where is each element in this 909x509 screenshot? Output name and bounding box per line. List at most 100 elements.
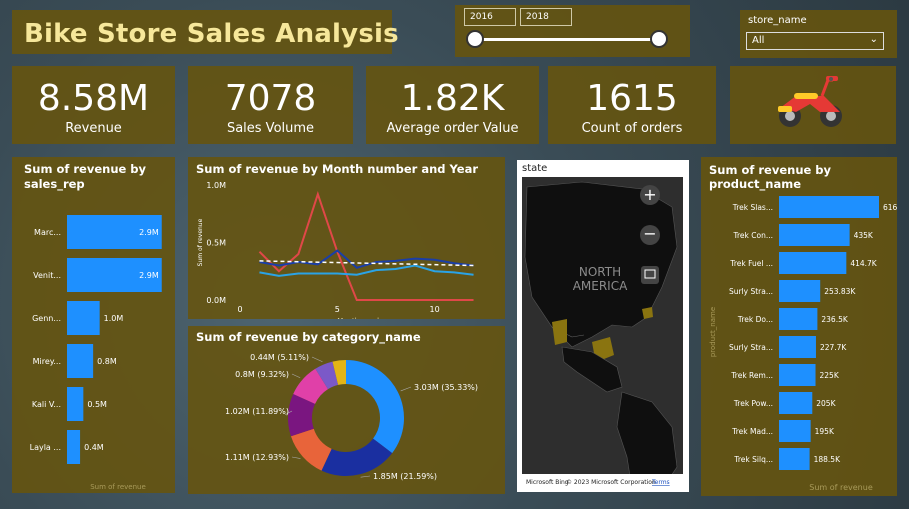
state-highlight[interactable] xyxy=(592,337,614,359)
y-axis-label: Sum of revenue xyxy=(197,218,204,266)
category-label: Trek Fuel ... xyxy=(729,259,773,268)
y-tick-label: 0.0M xyxy=(206,296,226,305)
title-panel: Bike Store Sales Analysis xyxy=(12,10,399,54)
kpi-label: Count of orders xyxy=(581,121,683,136)
kpi-value: 7078 xyxy=(224,78,317,119)
svg-text:−: − xyxy=(643,224,656,243)
kpi-sales-volume: 7078 Sales Volume xyxy=(188,66,353,144)
bar xyxy=(779,224,850,246)
zoom-in-icon[interactable] xyxy=(640,185,660,205)
kpi-value: 1.82K xyxy=(400,78,505,119)
bar xyxy=(67,258,162,292)
bar xyxy=(779,280,821,302)
slice-label: 0.8M (9.32%) xyxy=(235,370,289,379)
category-label: Surly Stra... xyxy=(729,287,773,296)
year-slider-end-handle[interactable] xyxy=(650,30,668,48)
data-label: 195K xyxy=(815,427,835,436)
zoom-out-icon[interactable] xyxy=(640,225,660,245)
terms-link[interactable]: Terms xyxy=(651,479,670,486)
state-map-panel[interactable]: state + − NORTH AMERICA Microsoft Bing ©… xyxy=(517,160,689,492)
data-label: 0.8M xyxy=(97,357,117,366)
slice-label: 1.85M (21.59%) xyxy=(373,472,437,481)
state-map[interactable]: + − NORTH AMERICA Microsoft Bing © 2023 … xyxy=(522,177,683,489)
data-label: 253.83K xyxy=(824,287,856,296)
series-line-2018 xyxy=(259,264,474,277)
store-filter: store_name All ⌄ xyxy=(740,10,897,58)
trend-line xyxy=(259,260,474,267)
chart-title: Sum of revenue by product_name xyxy=(709,163,832,191)
bar xyxy=(67,301,100,335)
slice-label: 0.44M (5.11%) xyxy=(250,353,309,362)
bar xyxy=(67,387,84,421)
category-label: Venit... xyxy=(33,271,61,280)
x-tick-label: 5 xyxy=(335,305,340,314)
donut-slice xyxy=(293,368,329,404)
bike-card xyxy=(730,66,896,144)
data-label: 0.5M xyxy=(87,400,107,409)
bar xyxy=(779,308,818,330)
slice-label: 1.02M (11.89%) xyxy=(225,407,289,416)
leader-line xyxy=(311,356,323,362)
donut-slice xyxy=(346,360,404,454)
category-label: Trek Mad... xyxy=(731,427,773,436)
leader-line xyxy=(400,386,412,392)
leader-line xyxy=(360,475,371,478)
data-label: 225K xyxy=(820,371,840,380)
category-chart-panel: Sum of revenue by category_name 3.03M (3… xyxy=(188,326,505,494)
slice-label: 3.03M (35.33%) xyxy=(414,383,478,392)
kpi-average-order-value: 1.82K Average order Value xyxy=(366,66,539,144)
store-dropdown[interactable]: All ⌄ xyxy=(746,32,884,50)
donut-slice xyxy=(332,360,346,385)
kpi-value: 1615 xyxy=(586,78,678,119)
bar xyxy=(779,392,813,414)
category-label: Trek Rem... xyxy=(730,371,773,380)
category-label: Genn... xyxy=(32,314,61,323)
leader-line xyxy=(291,456,301,459)
data-label: 205K xyxy=(816,399,836,408)
category-label: Surly Stra... xyxy=(729,343,773,352)
map-attribution: © 2023 Microsoft Corporation xyxy=(566,479,656,486)
bar xyxy=(779,336,816,358)
year-slider-start-handle[interactable] xyxy=(466,30,484,48)
data-label: 2.9M xyxy=(139,228,159,237)
store-filter-label: store_name xyxy=(748,15,807,26)
series-line-2017 xyxy=(259,249,474,269)
bar xyxy=(67,430,81,464)
month-year-chart-panel: Sum of revenue by Month number and Year … xyxy=(188,157,505,319)
y-axis-label: product_name xyxy=(709,307,717,357)
selection-icon[interactable] xyxy=(641,266,659,284)
kpi-label: Revenue xyxy=(65,121,122,136)
donut-slice xyxy=(315,361,339,390)
month-year-line-chart: 0.0M 0.5M 1.0M 0 5 10 Sum of revenue Month numb… xyxy=(197,181,474,319)
category-label: Marc... xyxy=(34,228,61,237)
category-label: Trek Con... xyxy=(733,231,773,240)
chart-title: Sum of revenue by Month number and Year xyxy=(196,162,479,176)
bar xyxy=(779,252,847,274)
donut-slice xyxy=(288,393,316,437)
year-slicer[interactable]: 2016 2018 xyxy=(455,5,690,57)
category-label: Layla ... xyxy=(30,443,61,452)
chart-title-line2: sales_rep xyxy=(24,177,85,191)
svg-text:+: + xyxy=(643,185,656,204)
kpi-value: 8.58M xyxy=(37,78,150,119)
year-slider-track[interactable] xyxy=(475,38,660,41)
slice-label: 1.11M (12.93%) xyxy=(225,453,289,462)
kpi-revenue: 8.58M Revenue xyxy=(12,66,175,144)
bar xyxy=(67,215,162,249)
series-line-2016 xyxy=(258,191,474,301)
chevron-down-icon[interactable]: ⌄ xyxy=(869,34,878,45)
sales-rep-bar-chart: Marc... 2.9M Venit... 2.9M Genn... 1.0M Mirey.… xyxy=(30,215,162,491)
chart-title: Sum of revenue by xyxy=(24,162,147,176)
state-highlight[interactable] xyxy=(642,307,653,319)
map-title: state xyxy=(522,163,548,174)
end-year-input[interactable]: 2018 xyxy=(520,8,572,26)
data-label: 188.5K xyxy=(814,455,841,464)
x-tick-label: 10 xyxy=(430,305,440,314)
data-label: 414.7K xyxy=(850,259,877,268)
category-label: Trek Do... xyxy=(737,315,773,324)
x-tick-label: 0 xyxy=(237,305,242,314)
start-year-input[interactable]: 2016 xyxy=(464,8,516,26)
state-highlight[interactable] xyxy=(552,319,567,345)
map-region-label: AMERICA xyxy=(573,279,628,293)
kpi-label: Sales Volume xyxy=(226,121,315,136)
